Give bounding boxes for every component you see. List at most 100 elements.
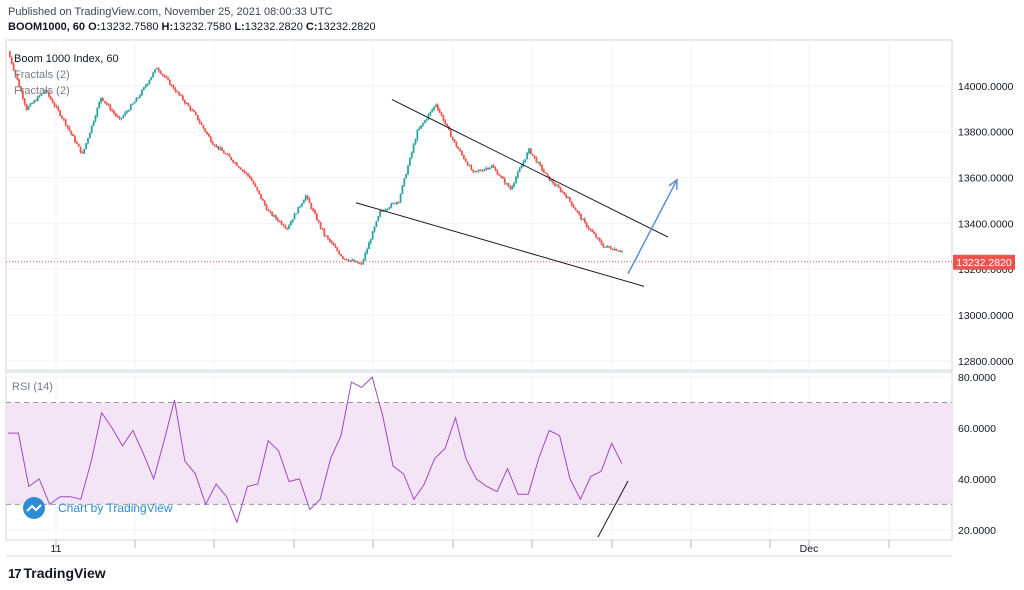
candle-body	[206, 131, 208, 134]
candle-body	[105, 102, 108, 105]
candle-body	[602, 244, 605, 248]
candle-body	[422, 123, 424, 126]
candle-body	[342, 256, 344, 259]
candle-body	[90, 125, 93, 133]
candle-body	[488, 167, 491, 169]
candle-body	[608, 246, 610, 248]
candle-body	[526, 153, 529, 160]
candle-body	[511, 186, 514, 190]
candle-body	[157, 68, 160, 71]
candle-body	[142, 87, 145, 91]
candle-body	[271, 211, 274, 216]
candle-body	[355, 261, 357, 263]
candle-body	[263, 200, 266, 206]
candle-body	[196, 115, 199, 121]
candle-body	[487, 168, 489, 170]
candle-body	[273, 215, 275, 217]
candle-body	[12, 63, 15, 70]
candle-body	[10, 57, 13, 64]
candle-body	[174, 88, 177, 92]
candle-body	[141, 90, 143, 96]
candle-body	[593, 231, 595, 234]
candle-body	[550, 180, 553, 182]
rsi-label: RSI (14)	[12, 381, 53, 393]
candle-body	[301, 203, 303, 207]
candle-body	[462, 154, 465, 159]
candle-body	[502, 176, 504, 179]
candle-body	[466, 161, 469, 166]
candle-body	[373, 226, 376, 232]
candle-body	[561, 191, 564, 193]
candle-body	[360, 263, 363, 265]
candle-body	[392, 203, 395, 205]
candle-body	[446, 123, 449, 127]
candle-body	[308, 198, 311, 204]
candle-body	[111, 109, 114, 112]
rsi-tick-label: 20.0000	[958, 525, 996, 537]
candle-body	[51, 99, 54, 104]
candle-body	[407, 165, 409, 175]
rsi-tick-label: 60.0000	[958, 423, 996, 435]
candle-body	[260, 193, 262, 199]
candle-body	[457, 146, 460, 150]
candle-body	[92, 121, 95, 126]
candle-body	[503, 178, 506, 184]
candle-body	[615, 248, 618, 251]
price-tick-label: 14000.0000	[958, 81, 1014, 93]
candle-body	[222, 150, 225, 154]
candle-body	[64, 119, 67, 126]
time-tick-label: 11	[51, 543, 62, 555]
candle-body	[239, 167, 242, 170]
low-label: L:	[234, 21, 245, 33]
candle-body	[155, 68, 158, 70]
candle-body	[468, 165, 471, 167]
candle-body	[494, 167, 497, 171]
candle-body	[587, 226, 590, 229]
candle-body	[217, 145, 220, 150]
candle-body	[133, 101, 136, 104]
candle-body	[306, 195, 309, 199]
candle-body	[189, 106, 192, 110]
candle-body	[44, 90, 47, 93]
brand-text: TradingView	[23, 565, 106, 581]
candle-body	[29, 103, 32, 107]
candle-body	[321, 227, 324, 230]
candle-body	[234, 162, 236, 164]
candle-body	[323, 229, 326, 236]
candle-body	[492, 165, 495, 168]
candle-body	[570, 201, 573, 206]
candle-body	[539, 162, 542, 166]
candle-body	[302, 200, 305, 204]
candle-body	[325, 235, 328, 237]
candle-body	[327, 236, 329, 239]
candle-body	[470, 165, 473, 171]
candle-body	[185, 103, 188, 105]
candle-body	[440, 112, 443, 116]
rsi-band	[6, 402, 952, 505]
candle-body	[195, 112, 197, 116]
ohlc-header: BOOM1000, 60 O:13232.7580 H:13232.7580 L…	[8, 21, 376, 33]
candle-body	[176, 91, 179, 93]
candle-body	[518, 168, 521, 172]
candle-body	[444, 120, 447, 124]
candle-body	[262, 198, 264, 201]
candle-body	[107, 104, 110, 106]
candle-body	[288, 225, 290, 229]
candle-body	[449, 129, 452, 137]
candle-body	[209, 136, 212, 142]
candle-body	[315, 213, 318, 221]
candle-body	[74, 136, 76, 142]
candle-body	[475, 170, 478, 172]
candle-body	[395, 201, 398, 204]
candle-body	[161, 73, 164, 75]
candle-body	[403, 178, 406, 186]
candle-body	[8, 51, 11, 58]
candle-body	[589, 228, 592, 230]
candle-body	[559, 187, 562, 192]
candle-body	[461, 151, 463, 155]
candle-body	[399, 194, 402, 203]
candle-body	[59, 110, 61, 116]
candle-body	[595, 233, 597, 238]
legend-fractals-1: Fractals (2)	[14, 69, 70, 81]
